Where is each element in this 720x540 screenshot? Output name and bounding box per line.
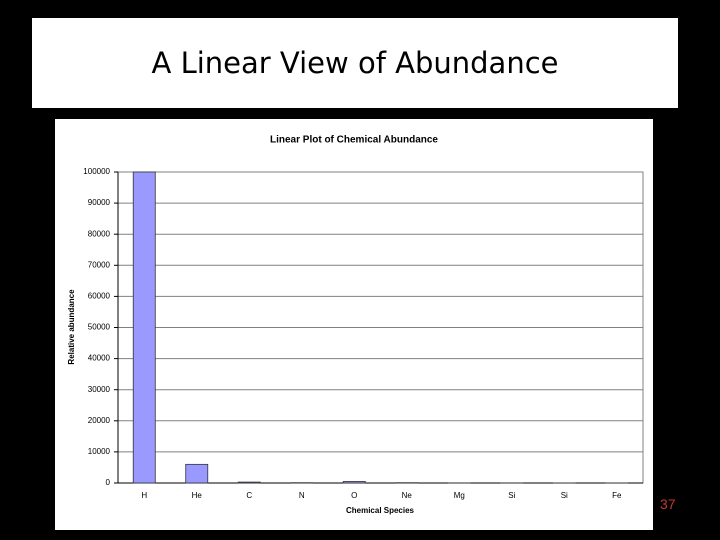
x-tick-label: Fe [612, 491, 622, 500]
y-tick-label: 10000 [88, 447, 111, 456]
x-tick-label: Mg [454, 491, 465, 500]
y-tick-label: 70000 [88, 260, 111, 269]
x-tick-label: N [299, 491, 305, 500]
y-tick-label: 60000 [88, 292, 111, 301]
title-box: A Linear View of Abundance [32, 18, 678, 108]
y-tick-label: 80000 [88, 229, 111, 238]
y-axis-title: Relative abundance [67, 289, 76, 365]
bar [185, 463, 209, 484]
y-tick-label: 40000 [88, 354, 111, 363]
x-tick-label: C [246, 491, 252, 500]
y-tick-label: 20000 [88, 416, 111, 425]
y-tick-label: 90000 [88, 198, 111, 207]
bar [342, 481, 366, 484]
x-tick-label: Si [561, 491, 568, 500]
y-tick-label: 30000 [88, 385, 111, 394]
x-tick-label: Ne [402, 491, 413, 500]
bar [132, 171, 156, 484]
y-tick-label: 100000 [83, 167, 110, 176]
x-tick-label: Si [508, 491, 515, 500]
page-number: 37 [660, 496, 676, 512]
x-axis-title: Chemical Species [346, 506, 415, 515]
y-tick-label: 50000 [88, 323, 111, 332]
x-tick-label: O [351, 491, 357, 500]
x-tick-label: H [141, 491, 147, 500]
y-tick-label: 0 [106, 478, 111, 487]
slide-title: A Linear View of Abundance [151, 46, 559, 80]
chart-title: Linear Plot of Chemical Abundance [270, 135, 438, 146]
x-tick-label: He [192, 491, 203, 500]
bar [237, 481, 261, 484]
